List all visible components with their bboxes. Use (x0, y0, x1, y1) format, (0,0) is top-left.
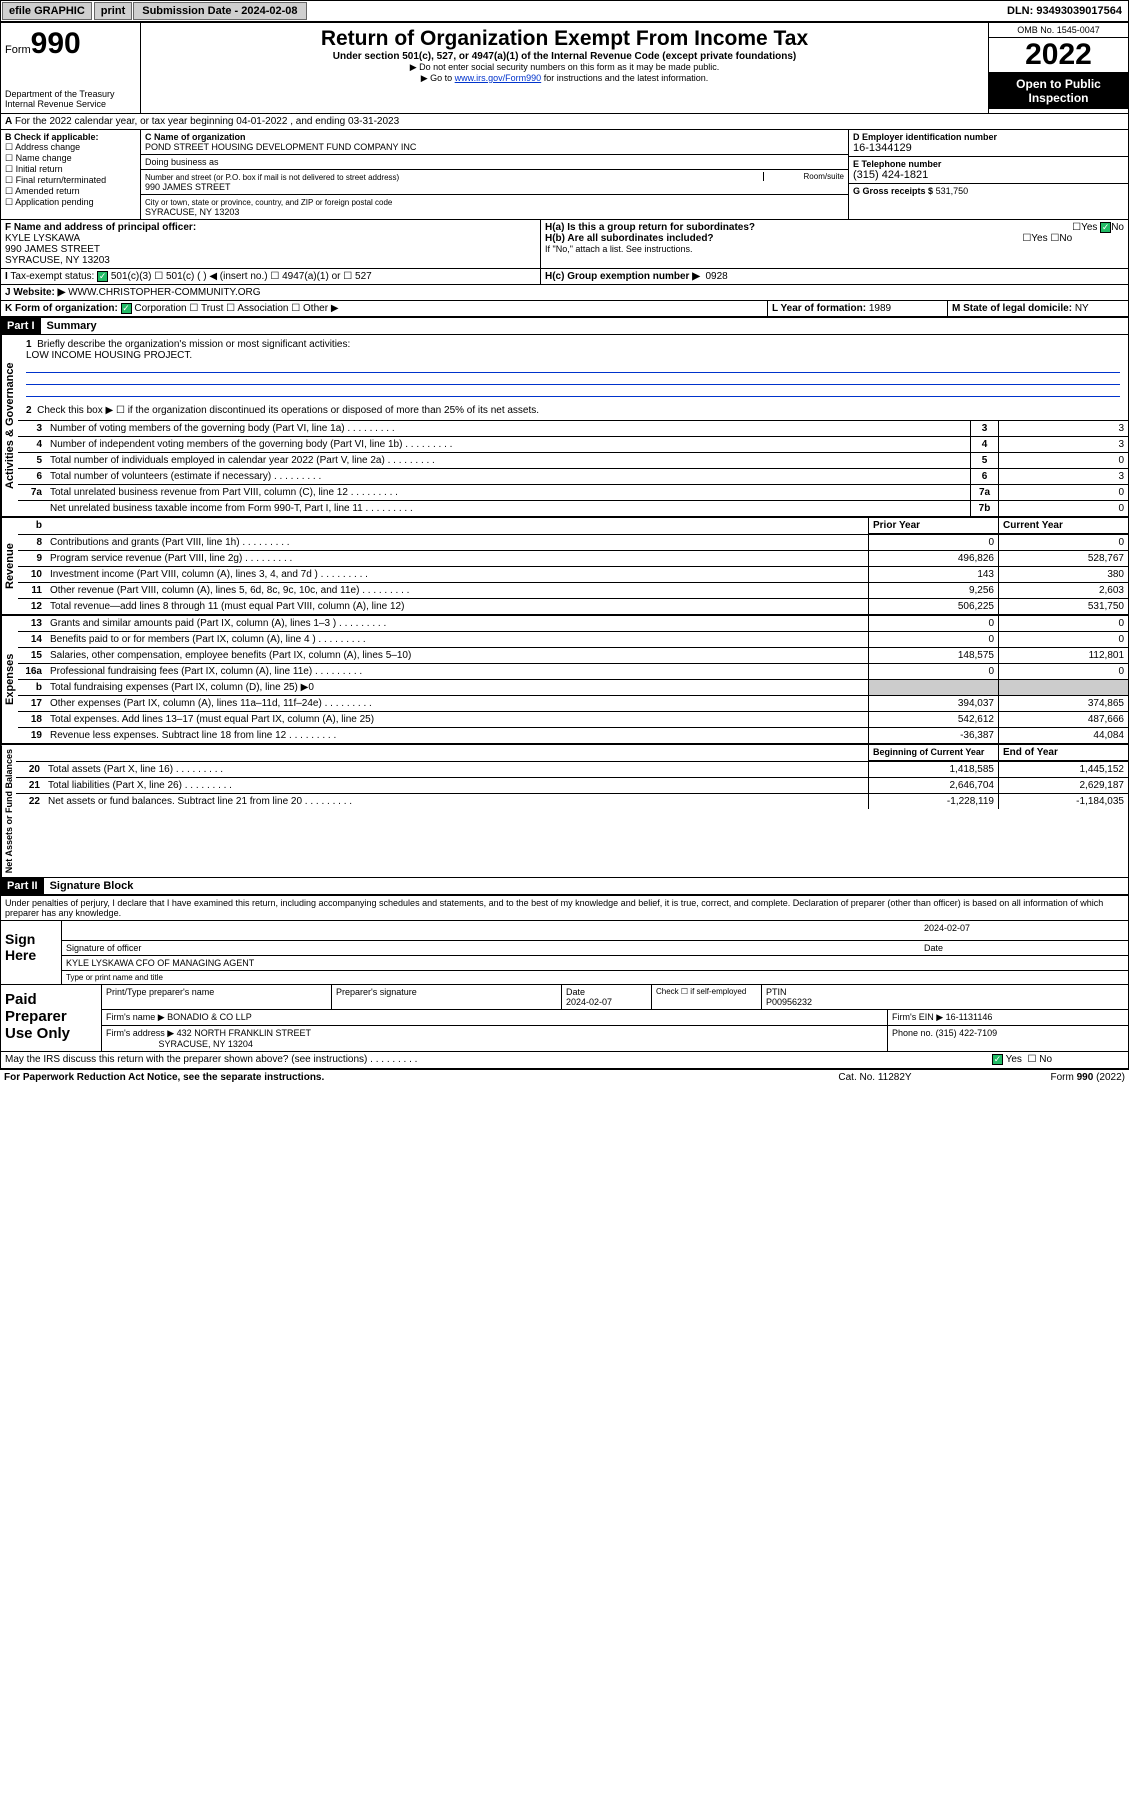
mission-text: LOW INCOME HOUSING PROJECT. (26, 350, 192, 361)
ptin: P00956232 (766, 997, 812, 1007)
rev-8-cy: 0 (998, 535, 1128, 550)
val-7a: 0 (998, 485, 1128, 500)
form-container: Form990 Department of the Treasury Inter… (0, 22, 1129, 1069)
firm-ein: 16-1131146 (946, 1012, 993, 1022)
rev-12-cy: 531,750 (998, 599, 1128, 614)
discuss-yes-check (992, 1054, 1003, 1065)
domicile: NY (1075, 303, 1089, 314)
officer-sig-name: KYLE LYSKAWA CFO OF MANAGING AGENT (66, 958, 1124, 968)
pra-notice: For Paperwork Reduction Act Notice, see … (4, 1072, 775, 1083)
section-netassets: Net Assets or Fund Balances (1, 745, 16, 877)
section-revenue: Revenue (1, 518, 18, 614)
exp-18-cy: 487,666 (998, 712, 1128, 727)
section-governance: Activities & Governance (1, 335, 18, 516)
exp-16a-cy: 0 (998, 664, 1128, 679)
exp-15-cy: 112,801 (998, 648, 1128, 663)
part1-tag: Part I (1, 318, 41, 334)
exp-13-cy: 0 (998, 616, 1128, 631)
section-expenses: Expenses (1, 616, 18, 743)
firm-name: BONADIO & CO LLP (167, 1012, 252, 1022)
part2-tag: Part II (1, 878, 44, 894)
org-name: POND STREET HOUSING DEVELOPMENT FUND COM… (145, 142, 416, 152)
dln: DLN: 93493039017564 (1001, 3, 1128, 19)
net-20-cy: 1,445,152 (998, 762, 1128, 777)
irs-label: Internal Revenue Service (5, 99, 136, 109)
open-to-public: Open to Public Inspection (989, 73, 1128, 109)
cat-no: Cat. No. 11282Y (775, 1072, 975, 1083)
irs-link[interactable]: www.irs.gov/Form990 (455, 73, 542, 83)
org-address: 990 JAMES STREET (145, 182, 231, 192)
net-21-cy: 2,629,187 (998, 778, 1128, 793)
group-exemption: 0928 (705, 271, 727, 282)
print-button[interactable]: print (94, 2, 132, 20)
val-4: 3 (998, 437, 1128, 452)
501c3-check (97, 271, 108, 282)
year-formation: 1989 (869, 303, 891, 314)
tax-year: 2022 (989, 38, 1128, 73)
exp-14-cy: 0 (998, 632, 1128, 647)
efile-button[interactable]: efile GRAPHIC (2, 2, 92, 20)
corp-check (121, 303, 132, 314)
exp-19-cy: 44,084 (998, 728, 1128, 743)
omb-number: OMB No. 1545-0047 (989, 23, 1128, 38)
ha-no-check (1100, 222, 1111, 233)
phone: (315) 424-1821 (853, 169, 928, 181)
box-b: B Check if applicable: ☐ Address change … (1, 130, 141, 219)
val-5: 0 (998, 453, 1128, 468)
org-city: SYRACUSE, NY 13203 (145, 207, 239, 217)
val-6: 3 (998, 469, 1128, 484)
dept-label: Department of the Treasury (5, 89, 136, 99)
val-3: 3 (998, 421, 1128, 436)
ein: 16-1344129 (853, 142, 912, 154)
declaration: Under penalties of perjury, I declare th… (1, 896, 1128, 920)
form-number: Form990 (5, 27, 136, 61)
submission-date: Submission Date - 2024-02-08 (133, 2, 306, 20)
form-title: Return of Organization Exempt From Incom… (145, 27, 984, 51)
rev-10-cy: 380 (998, 567, 1128, 582)
rev-9-cy: 528,767 (998, 551, 1128, 566)
website: WWW.CHRISTOPHER-COMMUNITY.ORG (68, 287, 260, 298)
form-header: Form990 Department of the Treasury Inter… (1, 23, 1128, 114)
net-22-cy: -1,184,035 (998, 794, 1128, 809)
top-bar: efile GRAPHIC print Submission Date - 20… (0, 0, 1129, 22)
firm-phone: (315) 422-7109 (936, 1028, 998, 1038)
header-sub2: ▶ Do not enter social security numbers o… (145, 62, 984, 73)
officer-name: KYLE LYSKAWA (5, 233, 80, 244)
val-7b: 0 (998, 501, 1128, 516)
paid-preparer-label: Paid Preparer Use Only (1, 985, 101, 1051)
header-sub3: ▶ Go to www.irs.gov/Form990 for instruct… (145, 73, 984, 84)
line-a: For the 2022 calendar year, or tax year … (15, 116, 399, 127)
form-footer: Form 990 (2022) (975, 1072, 1125, 1083)
header-sub1: Under section 501(c), 527, or 4947(a)(1)… (145, 51, 984, 62)
rev-11-cy: 2,603 (998, 583, 1128, 598)
gross-receipts: 531,750 (936, 186, 969, 196)
exp-17-cy: 374,865 (998, 696, 1128, 711)
